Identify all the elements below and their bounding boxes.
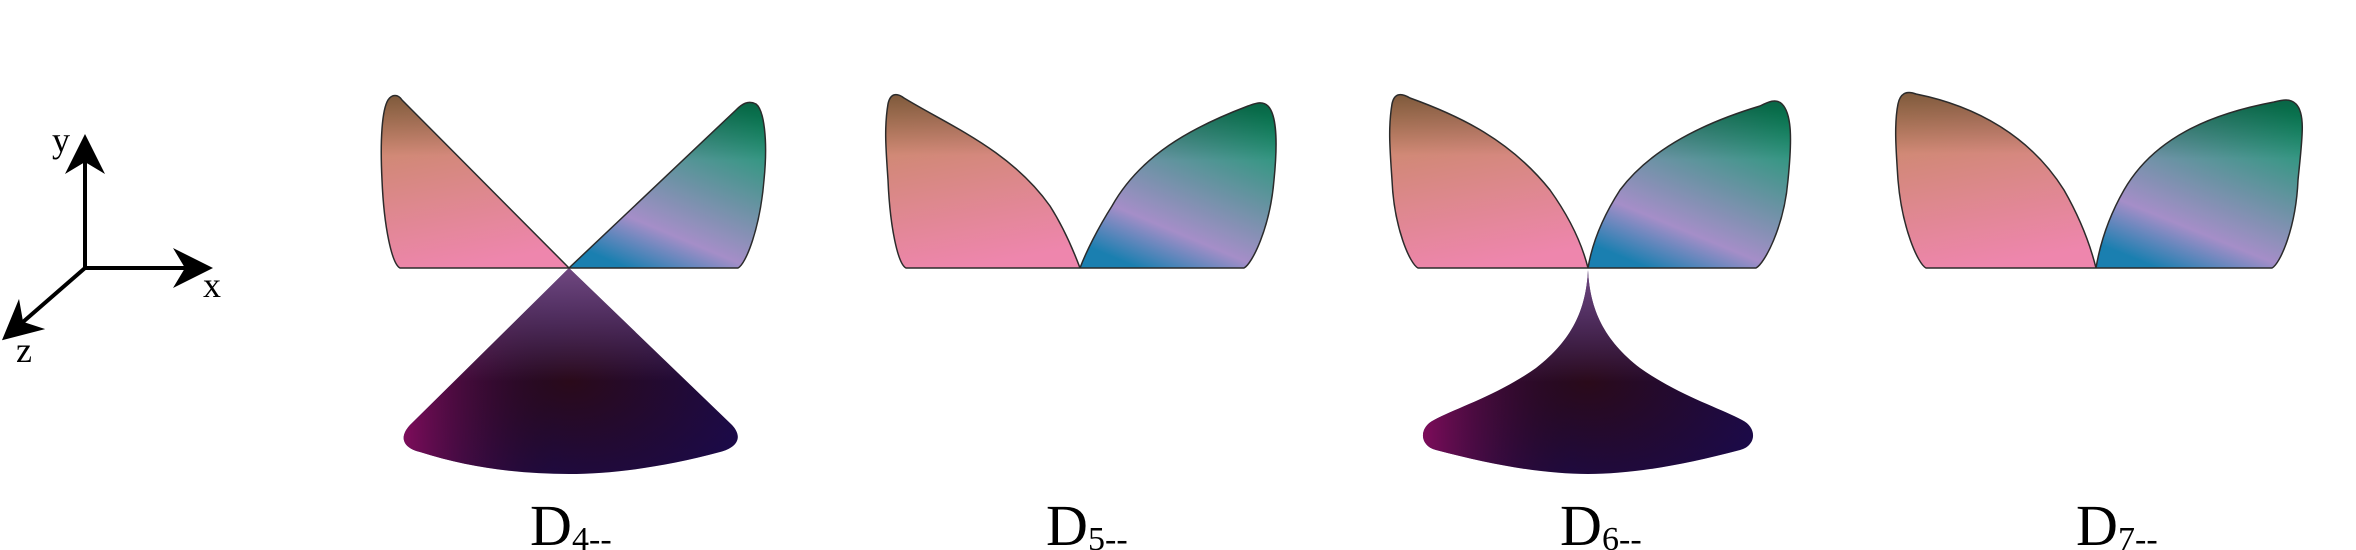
panel-label-main: D	[1560, 493, 1602, 550]
lobe-upper-right-shade	[2096, 100, 2303, 268]
panel-d7: D 7--	[1894, 91, 2304, 550]
lobe-outlines	[1894, 91, 2304, 269]
y-axis-label: y	[52, 120, 70, 160]
panel-label-main: D	[530, 493, 572, 550]
lobe-upper-left-shade	[1389, 94, 1588, 268]
lobe-upper-left-shade	[885, 94, 1080, 268]
lobe-upper-right-shade	[1080, 102, 1276, 268]
panel-label-sub: 6--	[1602, 521, 1642, 550]
panel-label-main: D	[2076, 493, 2118, 550]
lobe-upper-left-shade	[1895, 92, 2096, 268]
lobe-upper-left-shade	[381, 95, 569, 268]
panel-label-sub: 4--	[572, 521, 612, 550]
panel-label-sub: 5--	[1088, 521, 1128, 550]
panel-label-main: D	[1046, 493, 1088, 550]
lobe-upper-right-shade	[569, 102, 766, 268]
panel-d4: D 4--	[380, 94, 767, 550]
lobe-outlines	[1388, 93, 1792, 269]
z-axis-label: z	[16, 330, 32, 370]
panel-d5: D 5--	[884, 93, 1277, 550]
lobe-outlines	[884, 93, 1277, 269]
lobe-outlines	[380, 94, 767, 269]
x-axis-label: x	[203, 265, 221, 305]
lobe-lower-top	[1422, 270, 1754, 474]
z-axis-arrow	[1, 266, 87, 341]
panel-d6: D 6--	[1388, 93, 1792, 550]
lobe-lower-top	[403, 268, 738, 474]
lobe-upper-right-shade	[1588, 100, 1791, 268]
axes-indicator: y x z	[1, 120, 221, 370]
panel-label-sub: 7--	[2118, 521, 2158, 550]
